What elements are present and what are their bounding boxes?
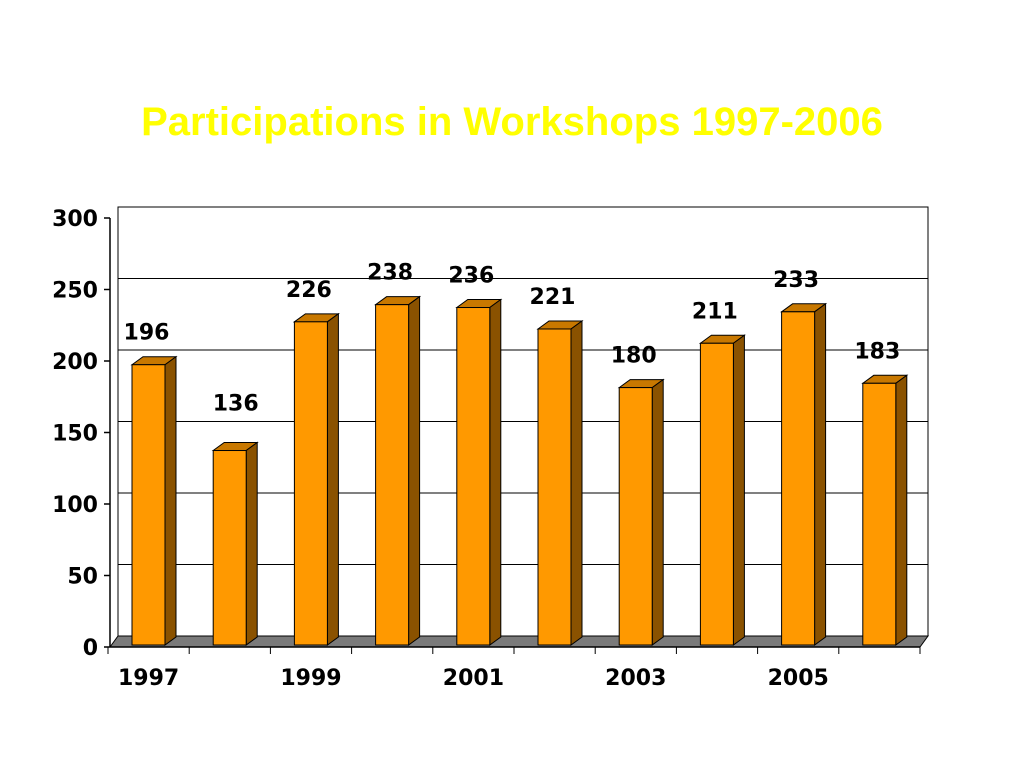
- data-label: 233: [773, 268, 819, 293]
- data-label: 238: [367, 261, 413, 286]
- bar-front: [456, 307, 491, 646]
- bar: [780, 302, 828, 646]
- y-tick-label: 300: [52, 207, 98, 232]
- bar: [374, 295, 422, 646]
- bar-side: [895, 374, 908, 646]
- data-label: 183: [854, 339, 900, 364]
- bar-front: [699, 342, 734, 646]
- bar-front: [781, 311, 816, 646]
- bar-front: [618, 387, 653, 646]
- data-label: 221: [530, 285, 576, 310]
- bar: [455, 298, 503, 646]
- data-label: 136: [213, 392, 259, 417]
- bar-front: [537, 328, 572, 646]
- x-tick-label: 2005: [768, 666, 829, 691]
- bar-front: [131, 364, 166, 646]
- bar-side: [326, 312, 339, 646]
- bar-side: [732, 334, 745, 646]
- data-label: 236: [448, 264, 494, 289]
- bar-front: [375, 304, 410, 646]
- y-tick-label: 250: [52, 279, 98, 304]
- data-label: 196: [124, 321, 170, 346]
- bar-side: [245, 441, 258, 646]
- x-tick-label: 2003: [605, 666, 666, 691]
- chart-title: Participations in Workshops 1997-2006: [141, 100, 883, 144]
- y-axis: 0 50 100 150 200 250 300: [52, 207, 111, 661]
- data-label: 226: [286, 278, 332, 303]
- bar-side: [489, 298, 502, 646]
- bar: [211, 441, 259, 646]
- data-label: 211: [692, 299, 738, 324]
- y-tick-label: 50: [67, 565, 98, 590]
- bars: [130, 295, 909, 646]
- x-tick-label: 2001: [443, 666, 504, 691]
- bar: [292, 312, 340, 646]
- bar-front: [212, 450, 247, 646]
- bar-side: [570, 319, 583, 646]
- bar: [861, 374, 909, 646]
- y-tick-label: 0: [83, 636, 98, 661]
- y-tick-label: 150: [52, 422, 98, 447]
- bar-front: [862, 382, 897, 646]
- y-tick-label: 200: [52, 350, 98, 375]
- x-tick-label: 1999: [280, 666, 341, 691]
- data-labels: 196 136 226 238 236 221 180 211 233 183: [124, 261, 901, 417]
- x-tick-label: 1997: [118, 666, 179, 691]
- y-tick-label: 100: [52, 493, 98, 518]
- bar-side: [408, 295, 421, 646]
- bar: [698, 334, 746, 646]
- x-axis: 1997 1999 2001 2003 2005: [107, 646, 921, 691]
- bar: [617, 378, 665, 646]
- bar-side: [651, 378, 664, 646]
- bar: [130, 355, 178, 646]
- bar-side: [164, 355, 177, 646]
- bar-front: [293, 321, 328, 646]
- bar: [536, 319, 584, 646]
- data-label: 180: [611, 344, 657, 369]
- bar-side: [814, 302, 827, 646]
